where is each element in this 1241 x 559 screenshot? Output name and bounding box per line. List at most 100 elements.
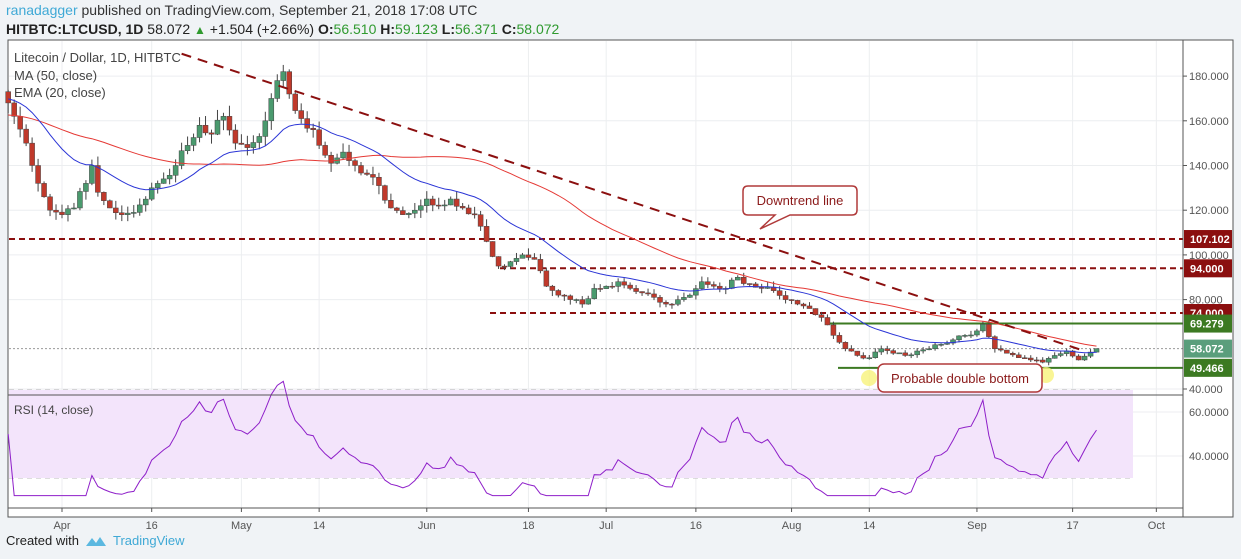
high-label: H: [380,21,396,37]
x-tick-label: Sep [967,520,987,532]
candle [244,144,251,148]
candle [441,204,448,207]
candle [956,335,962,341]
candle [148,187,155,200]
tradingview-logo-icon [85,536,106,546]
candle [507,261,514,267]
candle [800,303,807,307]
price-badge-label: 58.072 [1190,344,1224,356]
candle [597,288,603,290]
candle [890,350,896,354]
last-price: 58.072 [147,21,191,37]
candle [23,128,29,144]
candle [83,183,89,192]
close-label: C: [501,21,517,37]
candle [932,344,938,350]
candle [806,305,813,309]
candle [471,213,478,216]
candle [848,348,855,352]
candle [220,116,227,121]
candle [430,198,436,206]
candle [752,283,759,288]
candle [65,208,71,215]
candle [651,293,657,298]
symbol: HITBTC:LTCUSD, 1D [6,21,144,37]
candle [585,298,591,305]
candle [322,145,328,156]
candle [286,71,292,95]
candle [292,93,298,111]
y-tick-label: 140.000 [1189,161,1229,173]
candle [908,354,914,357]
candle [788,299,795,301]
y-tick-label: 100.000 [1189,250,1229,262]
candle [824,317,831,326]
candle [711,284,717,287]
x-tick-label: Jun [418,520,436,532]
candle [453,198,460,207]
ma-line [8,114,1097,347]
candle [884,348,890,351]
x-tick-label: 16 [690,520,702,532]
candle [71,207,77,210]
legend-ma: MA (50, close) [14,68,97,83]
x-tick-label: 14 [863,520,875,532]
candle [256,136,263,143]
candle [992,336,998,350]
candle [59,211,65,215]
annotation-double-bottom[interactable]: Probable double bottom [877,363,1043,393]
price-badge-label: 94.000 [1190,263,1224,275]
candle [573,299,580,301]
candle [920,349,926,352]
candle [125,212,131,215]
candle [1081,355,1088,361]
symbol-info: HITBTC:LTCUSD, 1D 58.072 ▲ +1.504 (+2.66… [6,21,559,37]
candle [1075,355,1082,361]
candle [489,241,496,257]
candle [705,281,711,285]
candle [166,175,173,180]
candle [962,335,968,337]
x-tick-label: May [231,520,252,532]
candle [609,285,615,288]
annotation-downtrend[interactable]: Downtrend line [742,185,858,230]
x-tick-label: 17 [1066,520,1078,532]
price-badge [1184,358,1232,377]
candle [53,209,59,213]
candle [567,295,574,300]
candle [388,200,394,209]
candle [699,281,705,289]
open-value: 56.510 [333,21,377,37]
candle [896,352,902,355]
candle [77,191,83,209]
candle [11,102,17,117]
candle [579,299,586,305]
candle [382,185,388,201]
ema-line [8,98,1097,354]
downtrend-line[interactable] [181,52,1085,352]
candle [113,207,119,213]
candles [5,64,1100,366]
candle [154,183,161,189]
candle [435,204,442,207]
annotation-double-bottom-text: Probable double bottom [891,371,1029,386]
candle [274,80,281,99]
author-link[interactable]: ranadagger [6,2,78,18]
candle [364,172,370,175]
candle [1016,354,1022,358]
candle [1039,359,1046,363]
candle [717,285,723,289]
candle [693,288,699,296]
candle [101,192,107,201]
candle [519,254,526,259]
low-value: 56.371 [454,21,498,37]
candle [250,142,257,148]
candle [531,257,538,260]
tradingview-link[interactable]: TradingView [112,533,185,548]
candle [35,165,41,184]
candle [47,196,53,211]
candle [872,351,879,358]
candle [645,292,651,295]
